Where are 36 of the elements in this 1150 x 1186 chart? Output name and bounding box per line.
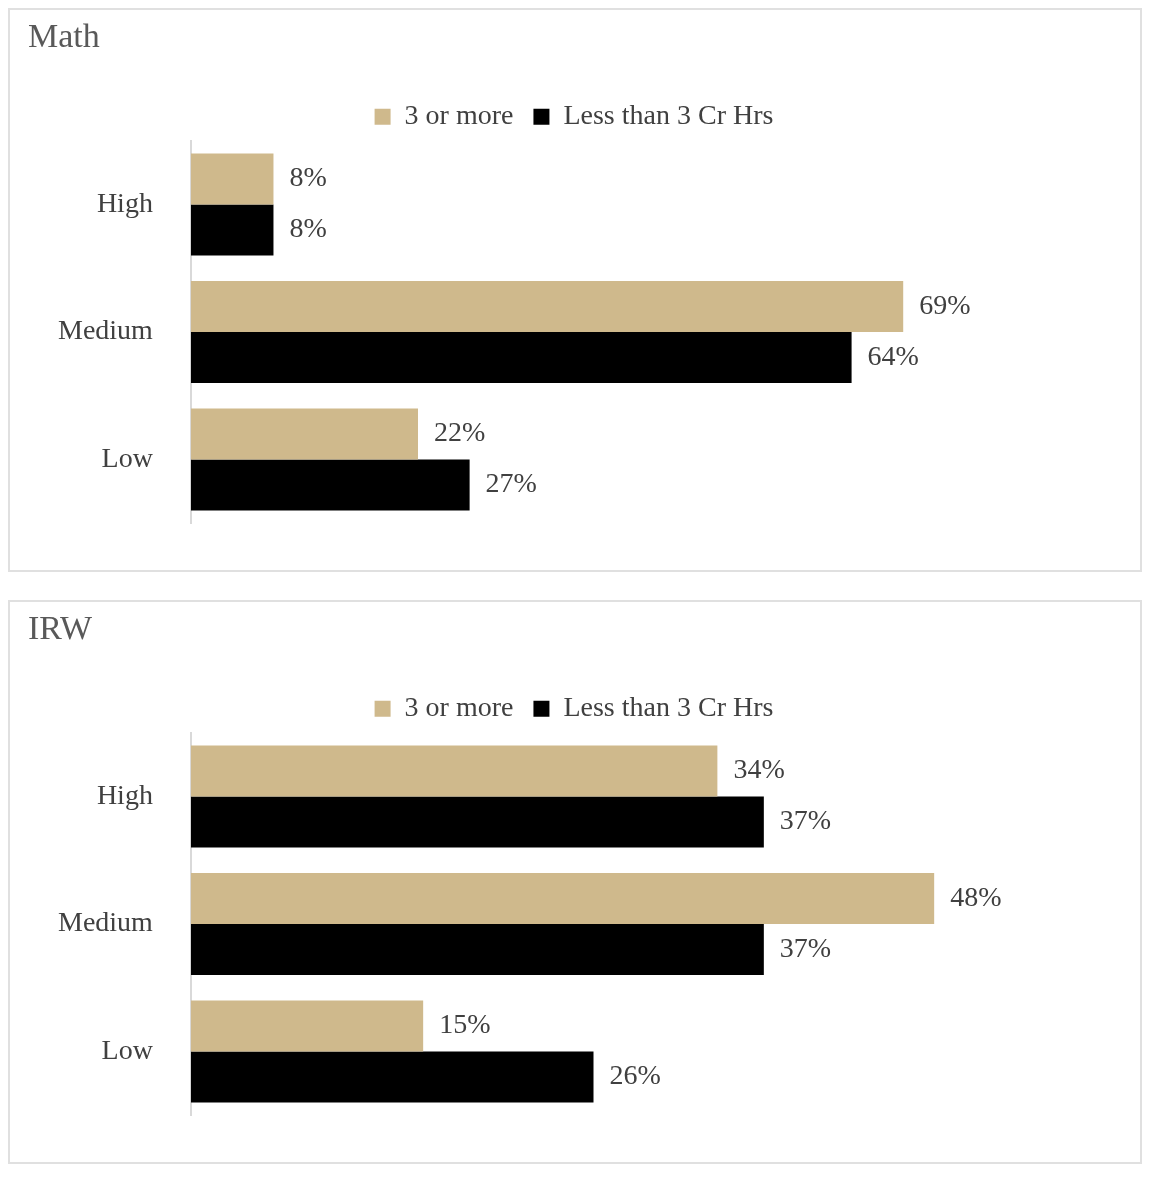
data-label: 37% <box>779 804 832 836</box>
legend-label: Less than 3 Cr Hrs <box>563 691 774 723</box>
data-label: 15% <box>439 1008 491 1040</box>
bar <box>190 873 935 924</box>
data-label: 8% <box>289 161 327 193</box>
legend-label: 3 or more <box>404 691 514 723</box>
legend-label: Less than 3 Cr Hrs <box>563 99 774 131</box>
data-label: 69% <box>919 288 971 320</box>
data-label: 34% <box>733 753 785 785</box>
data-label: 26% <box>609 1059 661 1091</box>
bar <box>190 459 470 511</box>
chart-title: Math <box>28 17 100 55</box>
y-tick-label: Low <box>101 1033 154 1065</box>
data-label: 22% <box>434 416 486 448</box>
data-label: 64% <box>867 339 919 371</box>
y-tick-label: Medium <box>57 314 154 346</box>
y-tick-label: High <box>96 186 153 218</box>
y-tick-label: Low <box>101 441 154 473</box>
legend-label: 3 or more <box>404 99 514 131</box>
data-label: 8% <box>289 212 327 244</box>
data-label: 48% <box>950 880 1002 912</box>
bar <box>190 796 764 848</box>
data-label: 27% <box>485 467 537 499</box>
y-tick-label: Medium <box>57 906 154 938</box>
bar <box>190 332 852 383</box>
bar <box>190 153 274 205</box>
bar <box>190 408 418 460</box>
data-label: 37% <box>779 931 832 963</box>
bar <box>190 281 904 332</box>
bar <box>190 924 764 975</box>
bar <box>190 1051 594 1103</box>
y-tick-label: High <box>96 778 153 810</box>
bar <box>190 1000 424 1052</box>
chart-title: IRW <box>28 609 94 647</box>
bar <box>190 745 718 797</box>
bar <box>190 204 274 256</box>
